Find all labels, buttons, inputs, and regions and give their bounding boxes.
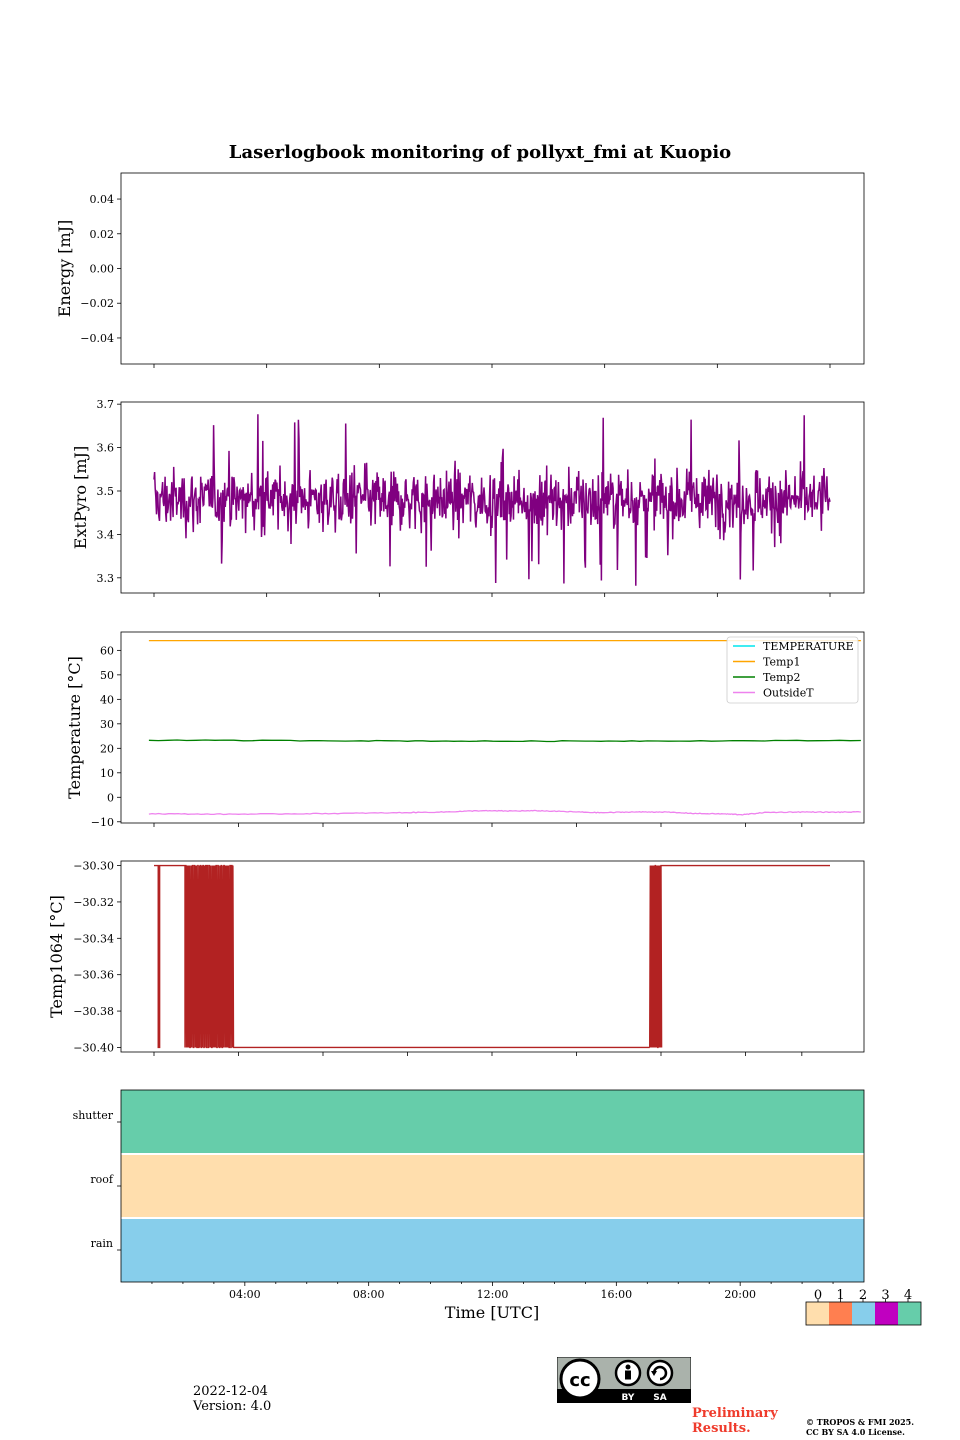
y-tick-label: 0.02 bbox=[90, 228, 115, 241]
panel-flags: shutter roof rain 04:00 08:00 12:00 16:00 20:00 bbox=[73, 1089, 865, 1301]
y-tick-label: −30.36 bbox=[73, 969, 114, 982]
colorbar-cell-3 bbox=[875, 1302, 898, 1325]
y-axis-label-energy: Energy [mJ] bbox=[55, 220, 74, 318]
y-tick-label: 30 bbox=[100, 718, 114, 731]
cc-by-sa-license-badge: cc BY SA bbox=[557, 1357, 691, 1403]
y-tick-label: 3.6 bbox=[97, 442, 115, 455]
colorbar-frame bbox=[805, 1301, 922, 1326]
copyright-notice: © TROPOS & FMI 2025. CC BY SA 4.0 Licens… bbox=[806, 1417, 915, 1437]
y-tick-label: 50 bbox=[100, 669, 114, 682]
y-tick-label: −30.32 bbox=[73, 896, 114, 909]
legend-entry-temp1: Temp1 bbox=[763, 656, 800, 669]
legend-frame bbox=[726, 636, 859, 704]
plot-area-temp1064 bbox=[154, 864, 830, 1049]
colorbar-cell-0 bbox=[806, 1302, 829, 1325]
svg-text:BY: BY bbox=[622, 1393, 635, 1403]
colorbar-label-0: 0 bbox=[814, 1288, 822, 1303]
colorbar-label-1: 1 bbox=[836, 1288, 844, 1303]
colorbar-label-3: 3 bbox=[881, 1288, 889, 1303]
x-tick-label: 20:00 bbox=[724, 1288, 756, 1301]
legend: TEMPERATURE Temp1 Temp2 OutsideT bbox=[726, 636, 859, 704]
svg-text:SA: SA bbox=[653, 1393, 666, 1403]
y-tick-label: −30.40 bbox=[73, 1041, 114, 1054]
y-tick-label: 40 bbox=[100, 693, 114, 706]
y-tick-label: −30.34 bbox=[73, 932, 114, 945]
y-tick-label: 3.3 bbox=[97, 572, 115, 585]
colorbar-label-4: 4 bbox=[904, 1288, 912, 1303]
panel-temp1064: −30.30 −30.32 −30.34 −30.36 −30.38 −30.40 Temp… bbox=[47, 860, 865, 1056]
y-tick-label: 3.4 bbox=[97, 528, 115, 541]
series-outsidet bbox=[148, 809, 861, 816]
colorbar-cell-4 bbox=[898, 1302, 921, 1325]
y-tick-label: −0.02 bbox=[80, 297, 114, 310]
y-tick-label-rain: rain bbox=[91, 1237, 113, 1250]
share-alike-icon bbox=[646, 1359, 674, 1387]
y-tick-label-roof: roof bbox=[90, 1173, 114, 1186]
axes-frame bbox=[120, 172, 865, 365]
y-tick-label: 20 bbox=[100, 742, 114, 755]
y-tick-label: −10 bbox=[91, 816, 114, 829]
y-axis-label-temperature: Temperature [°C] bbox=[65, 656, 84, 799]
x-tick-label: 04:00 bbox=[229, 1288, 261, 1301]
x-tick-label: 16:00 bbox=[600, 1288, 632, 1301]
legend-entry-temp2: Temp2 bbox=[763, 671, 800, 684]
y-tick-label: 3.5 bbox=[97, 485, 115, 498]
axes-frame bbox=[120, 631, 865, 824]
y-axis-label-extpyro: ExtPyro [mJ] bbox=[71, 446, 90, 549]
y-tick-label: −0.04 bbox=[80, 332, 114, 345]
colorbar-label-2: 2 bbox=[859, 1288, 867, 1303]
panel-temperature: 60 50 40 30 20 10 0 −10 Temperature [°C] TEMPERAT… bbox=[65, 631, 865, 829]
axes-frame bbox=[120, 860, 865, 1053]
y-tick-label-shutter: shutter bbox=[73, 1109, 114, 1122]
date-label: 2022-12-04 bbox=[193, 1384, 268, 1399]
preliminary-notice: Preliminary Results. bbox=[692, 1406, 778, 1436]
series-extpyro bbox=[153, 414, 831, 586]
series-temp1064 bbox=[154, 864, 830, 1049]
y-tick-label: 3.7 bbox=[97, 398, 115, 411]
colorbar-cell-1 bbox=[829, 1302, 852, 1325]
x-tick-label: 12:00 bbox=[477, 1288, 509, 1301]
status-band-rain bbox=[121, 1219, 864, 1282]
plot-area-extpyro bbox=[153, 414, 831, 586]
figure-title: Laserlogbook monitoring of pollyxt_fmi a… bbox=[229, 142, 731, 163]
y-axis-label-temp1064: Temp1064 [°C] bbox=[47, 895, 66, 1018]
version-label: Version: 4.0 bbox=[193, 1399, 272, 1414]
y-tick-label: 0.04 bbox=[90, 193, 115, 206]
y-tick-label: −30.30 bbox=[73, 860, 114, 873]
y-tick-label: 0.00 bbox=[90, 263, 115, 276]
legend-entry-outsidet: OutsideT bbox=[763, 687, 814, 700]
colorbar-cell-2 bbox=[852, 1302, 875, 1325]
x-tick-label: 08:00 bbox=[353, 1288, 385, 1301]
status-band-shutter bbox=[121, 1090, 864, 1153]
y-tick-label: 0 bbox=[107, 791, 114, 804]
status-band-roof bbox=[121, 1155, 864, 1217]
y-tick-label: 60 bbox=[100, 644, 114, 657]
series-temp2 bbox=[148, 739, 861, 743]
panel-extpyro: 3.7 3.6 3.5 3.4 3.3 ExtPyro [mJ] bbox=[71, 398, 865, 597]
y-tick-label: 10 bbox=[100, 767, 114, 780]
panel-energy: 0.04 0.02 0.00 −0.02 −0.04 Energy [mJ] bbox=[55, 172, 865, 368]
svg-text:cc: cc bbox=[569, 1370, 590, 1391]
x-axis-label: Time [UTC] bbox=[445, 1303, 539, 1322]
y-tick-label: −30.38 bbox=[73, 1005, 114, 1018]
legend-entry-temperature: TEMPERATURE bbox=[763, 640, 854, 653]
axes-frame bbox=[120, 401, 865, 594]
